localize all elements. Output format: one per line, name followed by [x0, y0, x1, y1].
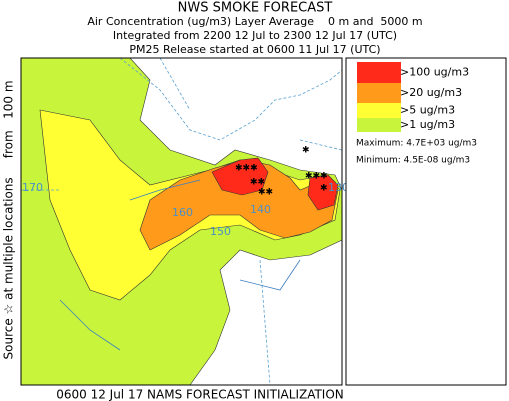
footer: 0600 12 Jul 17 NAMS FORECAST INITIALIZAT… [56, 388, 344, 401]
legend-label: >1 ug/m3 [400, 118, 455, 131]
svg-text:✱: ✱ [320, 184, 328, 194]
svg-text:✱✱: ✱✱ [250, 178, 265, 188]
title: NWS SMOKE FORECAST [178, 1, 333, 16]
side-label: Source ☆ at multiple locations from 100 … [2, 80, 16, 359]
legend-label: >5 ug/m3 [400, 104, 455, 117]
subtitle: PM25 Release started at 0600 11 Jul 17 (… [129, 43, 380, 56]
legend-label: >100 ug/m3 [400, 66, 469, 79]
coastline [59, 179, 301, 351]
longitude-label: 140 [250, 203, 271, 216]
map-frame [20, 57, 343, 386]
source-markers: ✱✱✱✱✱✱✱ ✱✱✱✱✱ [235, 146, 328, 198]
svg-text:✱✱✱: ✱✱✱ [235, 164, 258, 174]
map: ✱✱✱✱✱✱✱ ✱✱✱✱✱ 170 160 150 140 130 [20, 57, 349, 386]
longitude-label: 130 [328, 181, 349, 194]
legend-swatch [357, 103, 401, 118]
smoke-area [307, 174, 339, 211]
subtitle: Integrated from 2200 12 Jul to 2300 12 J… [113, 29, 397, 42]
svg-text:✱✱✱: ✱✱✱ [305, 172, 328, 182]
longitude-label: 170 [22, 181, 43, 194]
legend-maximum: Maximum: 4.7E+03 ug/m3 [356, 139, 477, 149]
legend-swatch [357, 83, 401, 103]
legend-minimum: Minimum: 4.5E-08 ug/m3 [356, 156, 470, 166]
legend: >100 ug/m3 >20 ug/m3 >5 ug/m3>1 ug/m3 [357, 62, 469, 132]
legend-swatch [357, 118, 401, 132]
svg-text:✱: ✱ [302, 146, 310, 156]
legend-swatch [357, 62, 401, 83]
longitude-label: 160 [172, 206, 193, 219]
subtitle: Air Concentration (ug/m3) Layer Average … [87, 15, 422, 28]
longitude-label: 150 [210, 225, 231, 238]
smoke-area [211, 157, 269, 196]
legend-label: >20 ug/m3 [400, 86, 462, 99]
svg-text:✱✱: ✱✱ [258, 188, 273, 198]
graticule [21, 58, 342, 385]
